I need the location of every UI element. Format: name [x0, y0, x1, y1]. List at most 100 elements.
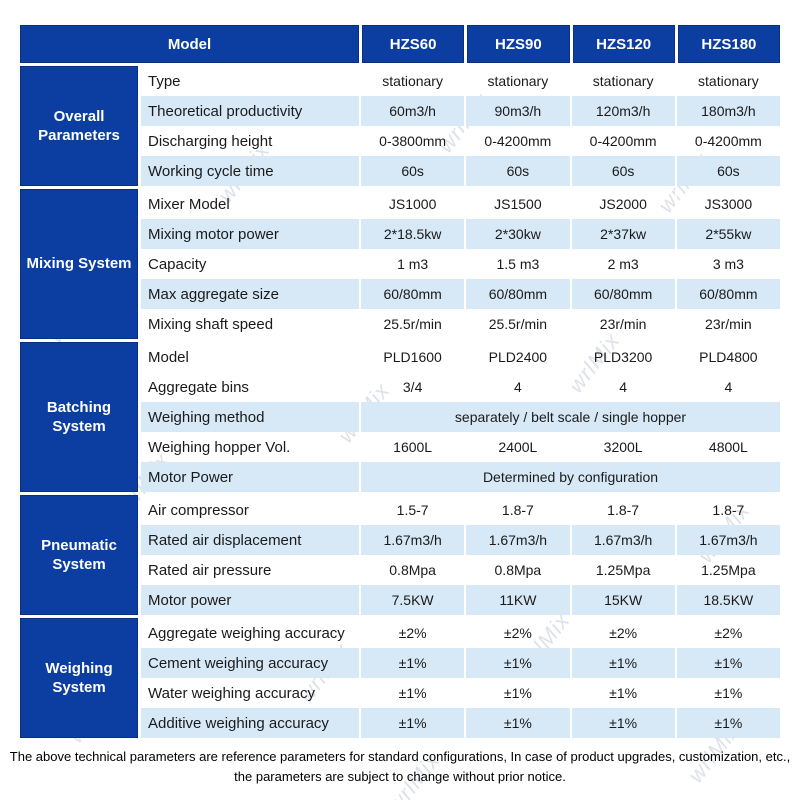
- param-label: Aggregate bins: [148, 378, 249, 396]
- param-value: 2*55kw: [674, 219, 780, 249]
- table-row-aggregate-weighing-accuracy: Aggregate weighing accuracy ±2% ±2% ±2% ±2%: [141, 618, 780, 648]
- param-value: 11KW: [464, 585, 570, 615]
- section-rows: Aggregate weighing accuracy ±2% ±2% ±2% ±2% C…: [141, 618, 780, 738]
- param-value: 2*37kw: [569, 219, 675, 249]
- spec-table: Model HZS60 HZS90 HZS120 HZS180 Overall Par…: [20, 25, 780, 741]
- header-model: Model: [20, 25, 359, 63]
- group-label-overall-parameters: Overall Parameters: [20, 66, 138, 186]
- disclaimer-line-1: The above technical parameters are refer…: [9, 749, 791, 764]
- param-value: ±1%: [359, 708, 465, 738]
- table-row-motor-power: Motor power 7.5KW 11KW 15KW 18.5KW: [141, 585, 780, 615]
- param-value: 7.5KW: [359, 585, 465, 615]
- param-value: PLD4800: [674, 342, 780, 372]
- param-label: Model: [148, 348, 189, 366]
- param-label: Max aggregate size: [141, 279, 359, 309]
- table-row-mixing-motor-power: Mixing motor power 2*18.5kw 2*30kw 2*37kw 2*…: [141, 219, 780, 249]
- param-label: Mixing motor power: [141, 219, 359, 249]
- param-value: 3/4: [359, 372, 464, 402]
- group-label-mixing-system: Mixing System: [20, 189, 138, 339]
- param-value: 3 m3: [674, 249, 780, 279]
- param-value: stationary: [464, 66, 569, 96]
- param-value: 1600L: [359, 432, 464, 462]
- param-value: ±2%: [359, 618, 464, 648]
- param-label: Rated air displacement: [141, 525, 359, 555]
- param-value: 25.5r/min: [464, 309, 569, 339]
- table-row-cement-weighing-accuracy: Cement weighing accuracy ±1% ±1% ±1% ±1%: [141, 648, 780, 678]
- param-label: Mixing shaft speed: [148, 315, 274, 333]
- param-value: 1 m3: [359, 249, 464, 279]
- section-rows: Air compressor 1.5-7 1.8-7 1.8-7 1.8-7 Rated …: [141, 495, 780, 615]
- header-col-hzs90: HZS90: [467, 25, 570, 63]
- param-value: JS1500: [464, 189, 569, 219]
- table-row-rated-air-displacement: Rated air displacement 1.67m3/h 1.67m3/h 1.…: [141, 525, 780, 555]
- param-value: ±2%: [464, 618, 569, 648]
- param-value: ±2%: [569, 618, 675, 648]
- param-value: ±1%: [359, 648, 465, 678]
- param-value: 0-4200mm: [674, 126, 780, 156]
- param-value: 60s: [569, 156, 675, 186]
- param-value: 4: [674, 372, 780, 402]
- param-value: 1.8-7: [674, 495, 780, 525]
- param-value: 1.67m3/h: [359, 525, 465, 555]
- param-value: ±1%: [674, 648, 780, 678]
- table-row-capacity: Capacity 1 m3 1.5 m3 2 m3 3 m3: [141, 249, 780, 279]
- param-value: 60s: [674, 156, 780, 186]
- param-value: 0-3800mm: [359, 126, 464, 156]
- param-value: 3200L: [569, 432, 675, 462]
- param-value: 1.67m3/h: [569, 525, 675, 555]
- param-value: 60/80mm: [569, 279, 675, 309]
- table-row-rated-air-pressure: Rated air pressure 0.8Mpa 0.8Mpa 1.25Mpa 1.2…: [141, 555, 780, 585]
- param-label: Mixer Model: [148, 195, 230, 213]
- table-row-weighing-hopper-vol-: Weighing hopper Vol. 1600L 2400L 3200L 4800L: [141, 432, 780, 462]
- param-value: stationary: [359, 66, 464, 96]
- section-weighing-system: Weighing System Aggregate weighing accura…: [20, 618, 780, 738]
- param-value-span: Determined by configuration: [359, 462, 780, 492]
- disclaimer-line-2: the parameters are subject to change wit…: [234, 768, 566, 784]
- table-row-max-aggregate-size: Max aggregate size 60/80mm 60/80mm 60/80mm 6…: [141, 279, 780, 309]
- param-label: Capacity: [148, 255, 207, 273]
- param-value: 23r/min: [569, 309, 675, 339]
- param-label: Weighing method: [141, 402, 359, 432]
- param-value: PLD1600: [359, 342, 464, 372]
- table-row-discharging-height: Discharging height 0-3800mm 0-4200mm 0-4200…: [141, 126, 780, 156]
- param-value: 1.67m3/h: [464, 525, 570, 555]
- param-label: Weighing hopper Vol.: [148, 438, 291, 456]
- param-value: 15KW: [569, 585, 675, 615]
- table-row-weighing-method: Weighing method separately / belt scale /…: [141, 402, 780, 432]
- table-row-working-cycle-time: Working cycle time 60s 60s 60s 60s: [141, 156, 780, 186]
- param-value: JS1000: [359, 189, 464, 219]
- group-label-pneumatic-system: Pneumatic System: [20, 495, 138, 615]
- table-row-model: Model PLD1600 PLD2400 PLD3200 PLD4800: [141, 342, 780, 372]
- param-value: 4: [569, 372, 675, 402]
- param-value: 2*18.5kw: [359, 219, 465, 249]
- param-value: 120m3/h: [569, 96, 675, 126]
- table-row-air-compressor: Air compressor 1.5-7 1.8-7 1.8-7 1.8-7: [141, 495, 780, 525]
- disclaimer: The above technical parameters are refer…: [0, 747, 800, 786]
- param-value: 4: [464, 372, 569, 402]
- param-value: 60/80mm: [359, 279, 465, 309]
- header-col-hzs120: HZS120: [572, 25, 675, 63]
- param-value: 60/80mm: [464, 279, 570, 309]
- param-label: Air compressor: [148, 501, 249, 519]
- param-value: 0-4200mm: [464, 126, 569, 156]
- param-label: Type: [148, 72, 181, 90]
- param-value: 60s: [359, 156, 465, 186]
- param-value: 23r/min: [674, 309, 780, 339]
- param-value: ±1%: [359, 678, 464, 708]
- param-value: 60/80mm: [674, 279, 780, 309]
- param-value: ±1%: [464, 678, 569, 708]
- param-value: ±1%: [569, 648, 675, 678]
- param-value: 25.5r/min: [359, 309, 464, 339]
- param-value: 1.25Mpa: [569, 555, 675, 585]
- param-label: Water weighing accuracy: [148, 684, 316, 702]
- param-value: stationary: [569, 66, 675, 96]
- section-pneumatic-system: Pneumatic System Air compressor 1.5-7 1.8-7…: [20, 495, 780, 615]
- param-label: Motor power: [141, 585, 359, 615]
- section-overall-parameters: Overall Parameters Type stationary stationa…: [20, 66, 780, 186]
- param-value: JS3000: [674, 189, 780, 219]
- header-col-hzs60: HZS60: [362, 25, 465, 63]
- param-value: 90m3/h: [464, 96, 570, 126]
- param-value: ±1%: [674, 708, 780, 738]
- param-value: ±2%: [674, 618, 780, 648]
- section-rows: Mixer Model JS1000 JS1500 JS2000 JS3000 Mixin…: [141, 189, 780, 339]
